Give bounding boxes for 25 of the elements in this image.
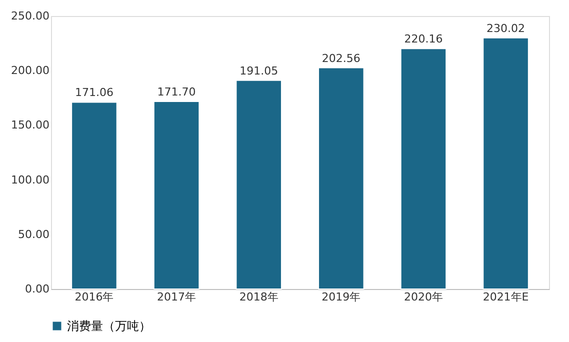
data-label: 220.16 [404, 32, 443, 46]
bar [236, 80, 282, 290]
data-label: 202.56 [322, 52, 360, 65]
y-tick-label: 0.00 [25, 282, 50, 296]
data-label: 230.02 [486, 22, 526, 35]
bar [400, 48, 447, 290]
bar [71, 102, 118, 290]
x-tick-label: 2017年 [157, 290, 196, 304]
y-tick-label: 150.00 [11, 118, 50, 132]
data-label: 171.06 [74, 86, 114, 100]
x-tick-label: 2016年 [74, 290, 114, 304]
bar [482, 37, 529, 290]
y-tick-label: 200.00 [11, 64, 50, 78]
data-label: 171.70 [157, 86, 196, 99]
y-tick-label: 50.00 [18, 228, 50, 241]
y-tick-label: 250.00 [11, 10, 50, 22]
bar [153, 101, 200, 290]
y-tick-label: 100.00 [11, 173, 50, 186]
x-tick-label: 2021年E [482, 290, 529, 304]
legend-label: 消费量（万吨） [67, 319, 151, 333]
x-tick-label: 2019年 [322, 290, 361, 304]
data-label: 191.05 [240, 64, 278, 78]
x-tick-label: 2018年 [239, 290, 278, 304]
x-tick-label: 2020年 [404, 290, 443, 304]
bar [318, 67, 364, 290]
